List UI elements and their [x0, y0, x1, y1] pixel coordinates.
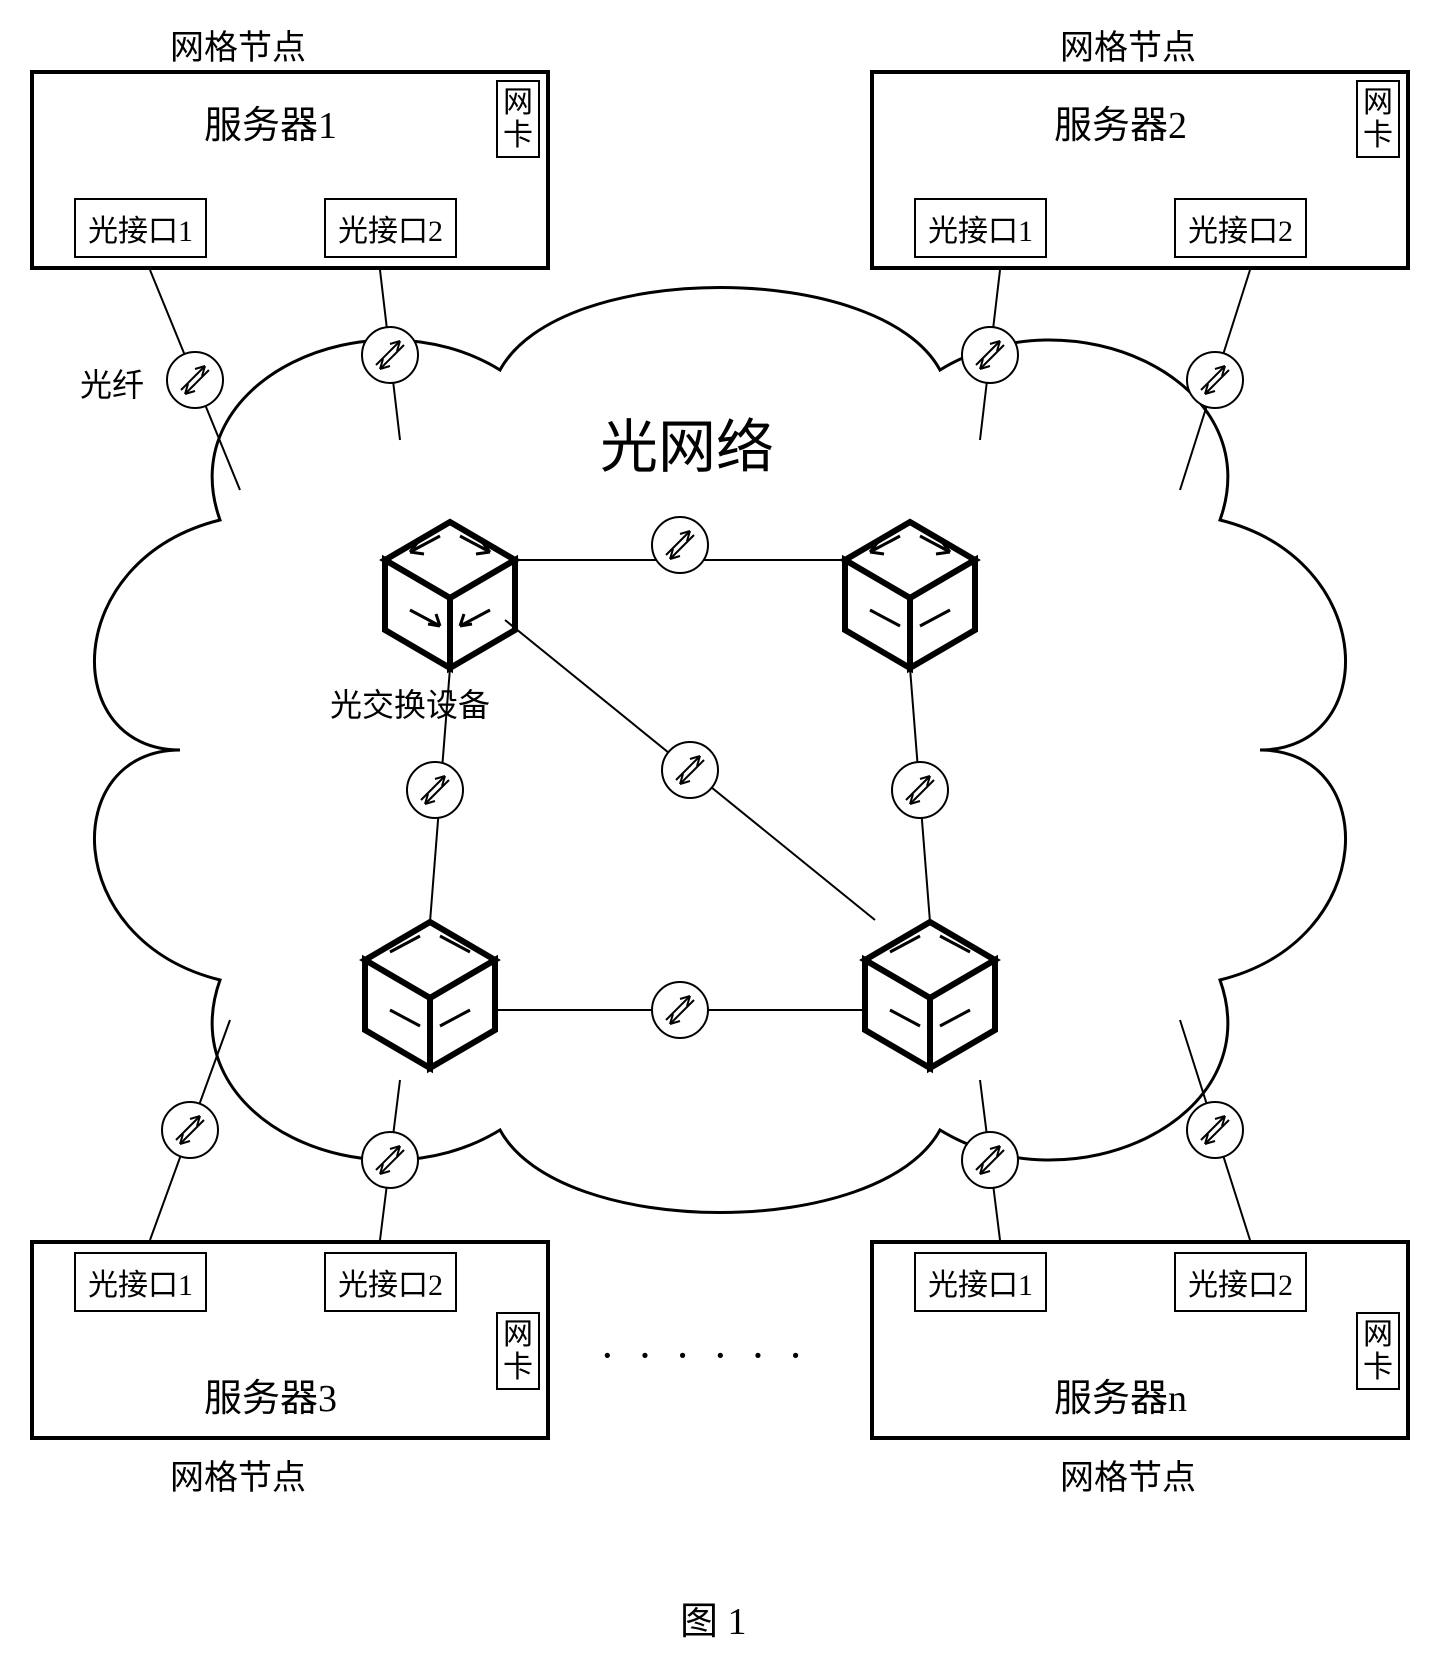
server-2-port-2: 光接口2	[1174, 198, 1307, 258]
server-n-box: 光接口1 光接口2 网卡 服务器n	[870, 1240, 1410, 1440]
switch-br	[865, 922, 995, 1068]
grid-node-label-tr: 网格节点	[1060, 20, 1196, 69]
server-n-title: 服务器n	[1054, 1367, 1187, 1422]
server-1-nic: 网卡	[496, 80, 540, 158]
server-3-nic: 网卡	[496, 1312, 540, 1390]
server-2-title: 服务器2	[1054, 94, 1187, 149]
server-2-port-1: 光接口1	[914, 198, 1047, 258]
server-1-box: 服务器1 网卡 光接口1 光接口2	[30, 70, 550, 270]
server-2-nic: 网卡	[1356, 80, 1400, 158]
server-3-box: 光接口1 光接口2 网卡 服务器3	[30, 1240, 550, 1440]
server-1-port-2: 光接口2	[324, 198, 457, 258]
switch-tl	[385, 522, 515, 668]
grid-node-label-bl: 网格节点	[170, 1450, 306, 1499]
switch-label: 光交换设备	[330, 680, 490, 726]
inter-switch-links	[430, 560, 930, 1010]
switch-tr	[845, 522, 975, 668]
server-1-title: 服务器1	[204, 94, 337, 149]
server-n-port-1: 光接口1	[914, 1252, 1047, 1312]
switch-bl	[365, 922, 495, 1068]
server-n-port-2: 光接口2	[1174, 1252, 1307, 1312]
cloud-title: 光网络	[600, 400, 774, 484]
figure-label: 图 1	[680, 1590, 747, 1645]
server-n-nic: 网卡	[1356, 1312, 1400, 1390]
server-3-port-1: 光接口1	[74, 1252, 207, 1312]
server-3-port-2: 光接口2	[324, 1252, 457, 1312]
grid-node-label-br: 网格节点	[1060, 1450, 1196, 1499]
fiber-icons	[407, 517, 948, 1038]
fiber-label: 光纤	[80, 360, 144, 406]
server-3-title: 服务器3	[204, 1367, 337, 1422]
grid-node-label-tl: 网格节点	[170, 20, 306, 69]
ellipsis: · · · · · ·	[600, 1330, 809, 1381]
server-1-port-1: 光接口1	[74, 198, 207, 258]
server-2-box: 服务器2 网卡 光接口1 光接口2	[870, 70, 1410, 270]
